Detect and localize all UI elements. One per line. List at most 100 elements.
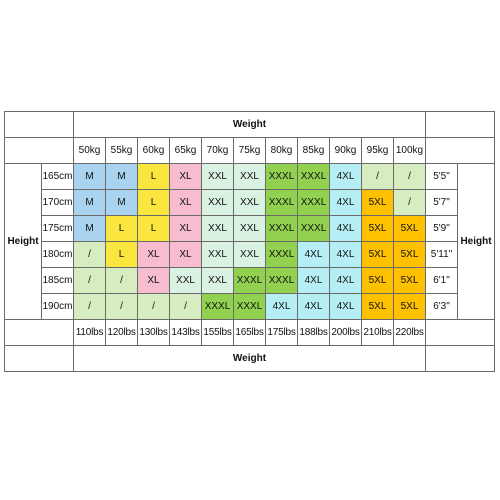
size-cell: XXL: [201, 189, 234, 216]
size-cell: XXXL: [297, 215, 330, 242]
height-header-right: Height: [457, 163, 495, 320]
size-cell: L: [137, 189, 170, 216]
weight-kg-header: 55kg: [105, 137, 138, 164]
weight-header-top: Weight: [73, 111, 426, 138]
size-cell: 5XL: [361, 293, 394, 320]
size-cell: 4XL: [297, 267, 330, 294]
size-cell: XL: [169, 163, 202, 190]
height-ft-label: 5'7": [425, 189, 458, 216]
size-cell: 4XL: [329, 163, 362, 190]
weight-kg-header: 95kg: [361, 137, 394, 164]
weight-lbs-label: 220lbs: [393, 319, 426, 346]
height-ft-label: 5'9": [425, 215, 458, 242]
size-cell: /: [361, 163, 394, 190]
size-cell: XXXL: [297, 163, 330, 190]
weight-kg-header: 80kg: [265, 137, 298, 164]
size-cell: 4XL: [329, 293, 362, 320]
height-cm-label: 165cm: [41, 163, 74, 190]
lbs-row-right-blank: [425, 319, 495, 346]
corner-bottom-right: [425, 345, 495, 372]
size-cell: /: [73, 241, 106, 268]
size-cell: 5XL: [361, 215, 394, 242]
weight-lbs-label: 120lbs: [105, 319, 138, 346]
size-cell: XXL: [233, 241, 266, 268]
size-cell: 5XL: [361, 267, 394, 294]
size-cell: 5XL: [393, 215, 426, 242]
size-cell: M: [105, 163, 138, 190]
weight-lbs-label: 110lbs: [73, 319, 106, 346]
size-cell: /: [393, 163, 426, 190]
size-cell: L: [137, 163, 170, 190]
corner-top-right: [425, 111, 495, 138]
size-cell: /: [73, 293, 106, 320]
size-cell: XXXL: [265, 241, 298, 268]
weight-header-bottom: Weight: [73, 345, 426, 372]
size-cell: XXL: [233, 189, 266, 216]
size-cell: XXL: [201, 241, 234, 268]
size-cell: 5XL: [393, 241, 426, 268]
size-cell: 4XL: [329, 189, 362, 216]
weight-lbs-label: 165lbs: [233, 319, 266, 346]
size-cell: XXXL: [265, 163, 298, 190]
size-cell: XXL: [233, 163, 266, 190]
weight-lbs-label: 188lbs: [297, 319, 330, 346]
size-cell: 5XL: [393, 267, 426, 294]
height-ft-label: 6'1": [425, 267, 458, 294]
weight-lbs-label: 130lbs: [137, 319, 170, 346]
lbs-row-left-blank: [4, 319, 74, 346]
size-cell: XXL: [233, 215, 266, 242]
size-cell: XXL: [169, 267, 202, 294]
size-cell: /: [105, 293, 138, 320]
height-cm-label: 180cm: [41, 241, 74, 268]
height-cm-label: 170cm: [41, 189, 74, 216]
size-cell: 4XL: [265, 293, 298, 320]
size-cell: L: [105, 215, 138, 242]
weight-lbs-label: 200lbs: [329, 319, 362, 346]
size-cell: M: [73, 215, 106, 242]
size-cell: L: [137, 215, 170, 242]
size-cell: XXXL: [265, 267, 298, 294]
size-cell: XL: [137, 267, 170, 294]
size-cell: 5XL: [361, 241, 394, 268]
size-cell: XXXL: [297, 189, 330, 216]
size-cell: XXXL: [265, 215, 298, 242]
size-cell: /: [105, 267, 138, 294]
height-cm-label: 190cm: [41, 293, 74, 320]
kg-row-left-blank: [4, 137, 74, 164]
size-cell: 4XL: [297, 241, 330, 268]
weight-kg-header: 75kg: [233, 137, 266, 164]
size-cell: /: [393, 189, 426, 216]
size-cell: M: [73, 163, 106, 190]
size-cell: M: [73, 189, 106, 216]
size-cell: L: [105, 241, 138, 268]
size-cell: XXXL: [233, 267, 266, 294]
weight-lbs-label: 143lbs: [169, 319, 202, 346]
corner-top-left: [4, 111, 74, 138]
size-cell: XXXL: [265, 189, 298, 216]
size-cell: XL: [169, 241, 202, 268]
height-ft-label: 6'3": [425, 293, 458, 320]
weight-kg-header: 65kg: [169, 137, 202, 164]
size-cell: 4XL: [329, 267, 362, 294]
size-cell: 4XL: [329, 215, 362, 242]
size-cell: XXL: [201, 163, 234, 190]
height-cm-label: 185cm: [41, 267, 74, 294]
weight-lbs-label: 175lbs: [265, 319, 298, 346]
size-cell: /: [73, 267, 106, 294]
size-cell: XL: [169, 215, 202, 242]
height-ft-label: 5'11": [425, 241, 458, 268]
size-cell: M: [105, 189, 138, 216]
weight-kg-header: 85kg: [297, 137, 330, 164]
weight-kg-header: 50kg: [73, 137, 106, 164]
height-header-left: Height: [4, 163, 42, 320]
size-chart-table: Weight 50kg 55kg 60kg 65kg 70kg 75kg 80kg 85kg 9…: [4, 111, 495, 372]
size-cell: /: [137, 293, 170, 320]
kg-row-right-blank: [425, 137, 495, 164]
size-cell: XL: [169, 189, 202, 216]
size-cell: XXL: [201, 215, 234, 242]
weight-kg-header: 70kg: [201, 137, 234, 164]
height-cm-label: 175cm: [41, 215, 74, 242]
weight-kg-header: 100kg: [393, 137, 426, 164]
size-cell: XXL: [201, 267, 234, 294]
size-cell: 4XL: [297, 293, 330, 320]
